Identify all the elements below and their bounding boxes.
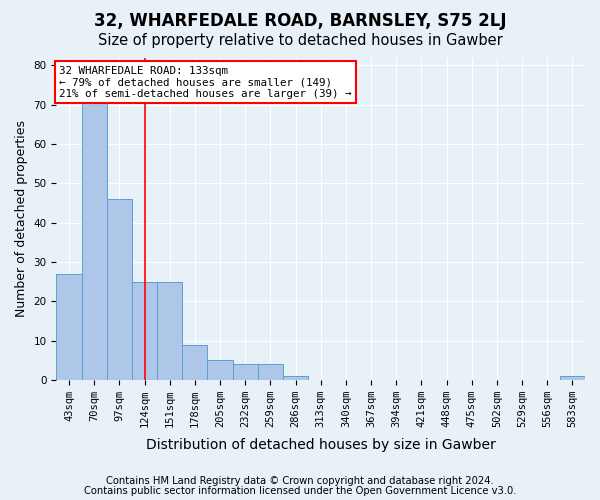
Text: 32, WHARFEDALE ROAD, BARNSLEY, S75 2LJ: 32, WHARFEDALE ROAD, BARNSLEY, S75 2LJ [94, 12, 506, 30]
Text: Contains HM Land Registry data © Crown copyright and database right 2024.: Contains HM Land Registry data © Crown c… [106, 476, 494, 486]
Bar [233, 364, 258, 380]
Text: Contains public sector information licensed under the Open Government Licence v3: Contains public sector information licen… [84, 486, 516, 496]
Text: 32 WHARFEDALE ROAD: 133sqm
← 79% of detached houses are smaller (149)
21% of sem: 32 WHARFEDALE ROAD: 133sqm ← 79% of deta… [59, 66, 352, 99]
Bar [560, 376, 585, 380]
Bar [82, 85, 107, 380]
Text: Size of property relative to detached houses in Gawber: Size of property relative to detached ho… [98, 32, 502, 48]
X-axis label: Distribution of detached houses by size in Gawber: Distribution of detached houses by size … [146, 438, 496, 452]
Bar [283, 376, 308, 380]
Bar [107, 199, 132, 380]
Bar [258, 364, 283, 380]
Bar [182, 345, 208, 380]
Bar [208, 360, 233, 380]
Y-axis label: Number of detached properties: Number of detached properties [15, 120, 28, 318]
Bar [157, 282, 182, 380]
Bar [132, 282, 157, 380]
Bar [56, 274, 82, 380]
